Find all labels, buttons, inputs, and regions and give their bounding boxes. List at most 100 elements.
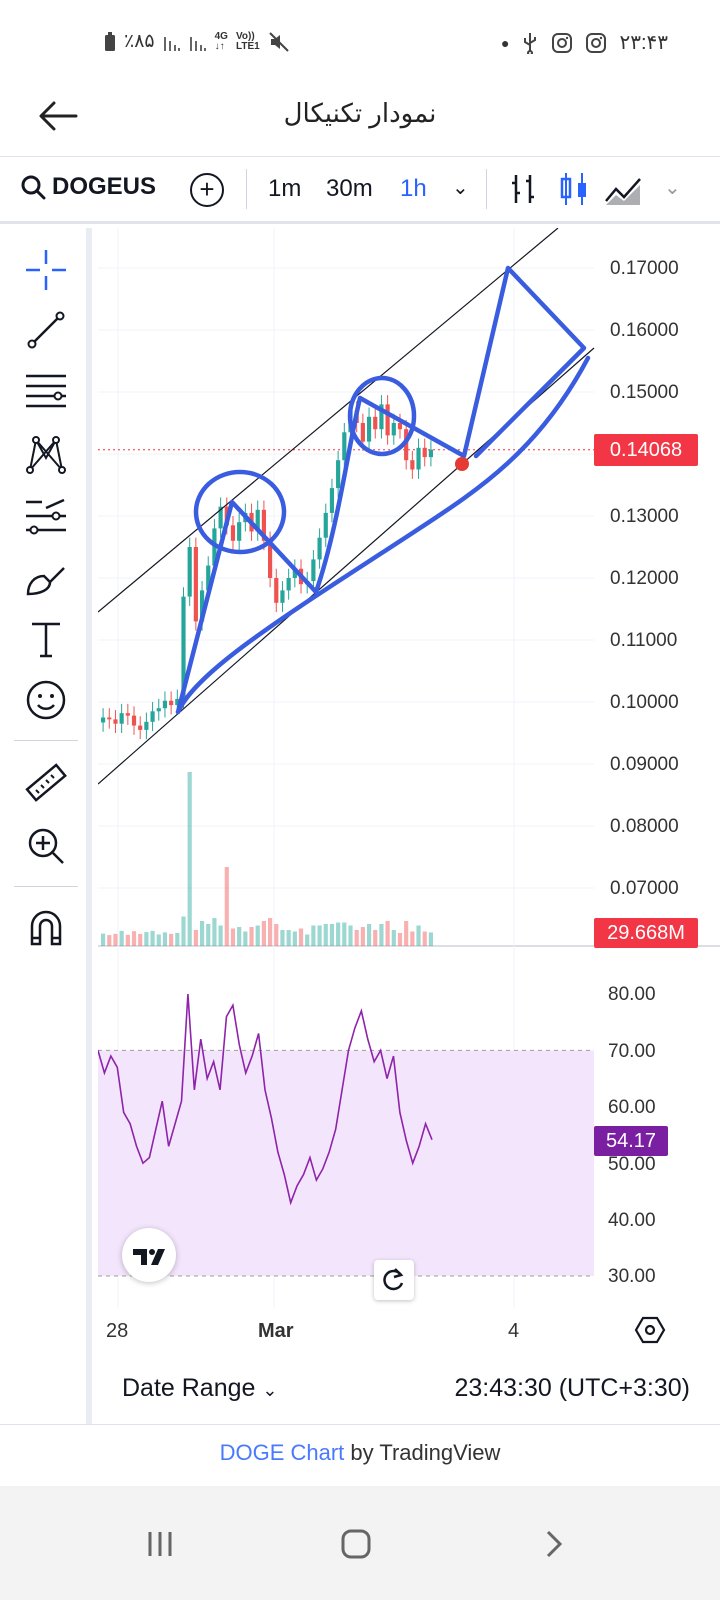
candle-body [138,725,143,730]
back-arrow-icon[interactable] [36,94,80,138]
candle-body [373,416,378,430]
prediction-measure-icon[interactable] [24,494,68,538]
candlesticks [101,395,433,740]
volume-bar [144,932,149,946]
drawn-circle-1 [193,469,287,555]
candle-body [119,713,124,724]
candle-body [113,719,118,724]
candle-body [336,460,341,489]
compare-add-button[interactable]: + [190,173,224,207]
status-bar: ٪۸۵ 4G ↓↑ Vo)) LTE1 ● ۲۳:۴۳ [0,0,720,80]
volume-bar [397,933,403,946]
chart-canvas[interactable] [98,228,720,1422]
volume-bar [348,925,353,946]
rsi-axis-label: 70.00 [608,1041,656,1062]
volume-bar [428,932,433,946]
recent-apps-icon[interactable] [140,1524,180,1564]
volume-bars [101,772,433,946]
rsi-axis-label: 80.00 [608,984,656,1005]
ruler-icon[interactable] [24,762,68,806]
doge-chart-link[interactable]: DOGE Chart [219,1440,345,1465]
pattern-xabcd-icon[interactable] [24,432,68,476]
volume-bar [280,930,285,946]
candle-body [162,700,168,709]
candle-body [280,590,285,603]
chart-type-dropdown-chevron-icon[interactable]: ⌄ [664,177,681,199]
tradingview-logo-icon [133,1249,165,1265]
crosshair-icon[interactable] [24,248,68,292]
volume-bar [268,918,273,946]
status-right: ● ۲۳:۴۳ [501,30,668,55]
volume-bar [193,930,198,946]
candle-body [156,708,161,712]
volume-bar [107,935,112,946]
volume-tag: 29.668M [594,918,698,948]
indicators-icon[interactable] [604,169,644,209]
candle-body [366,416,372,442]
candle-body [268,540,273,578]
mute-icon [268,31,289,52]
trend-line-icon[interactable] [24,308,68,352]
volume-bar [354,930,359,946]
date-range-button[interactable]: Date Range ⌄ [122,1374,277,1403]
volte-bottom: LTE1 [235,40,260,52]
interval-1h[interactable]: 1h [400,175,427,202]
reset-chart-button[interactable] [374,1260,414,1300]
symbol-name: DOGEUS [52,173,157,200]
app-bar: نمودار تکنیکال [0,80,720,152]
rsi-axis-label: 40.00 [608,1210,656,1231]
candle-body [131,715,137,726]
user-drawings [98,228,595,785]
text-tool-icon[interactable] [24,618,68,662]
bar-chart-type-icon[interactable] [504,169,544,209]
timezone-clock[interactable]: 23:43:30 (UTC+3:30) [454,1374,690,1402]
last-price-tag: 0.14068 [594,434,698,466]
volume-bar [156,934,161,946]
rsi-axis-label: 60.00 [608,1097,656,1118]
volume-bar [305,934,310,946]
fib-retracement-icon[interactable] [24,370,68,414]
candle-body [125,713,130,716]
volume-bar [336,922,341,946]
settings-hexagon-icon[interactable] [634,1314,666,1346]
date-range-label: Date Range [122,1374,256,1402]
zoom-in-icon[interactable] [24,824,68,868]
magnet-icon[interactable] [24,908,68,952]
volume-bar [199,921,205,946]
volume-bar [323,924,328,946]
volte-indicator: Vo)) LTE1 [235,31,260,52]
rsi-axis-label: 30.00 [608,1266,656,1287]
drawn-zigzag-path [175,265,587,715]
usb-icon [524,32,537,54]
volume-bar [422,931,427,946]
volume-bar [243,931,248,946]
brush-icon[interactable] [24,556,68,600]
tool-divider [14,740,78,741]
tradingview-logo[interactable] [122,1228,176,1282]
interval-dropdown-chevron-icon[interactable]: ⌄ [452,177,469,199]
interval-30m[interactable]: 30m [326,175,373,202]
volume-bar [206,924,211,946]
volume-bar [292,931,297,946]
interval-1m[interactable]: 1m [268,175,302,202]
volume-bar [175,933,180,946]
volume-bar [150,930,155,946]
attribution-footer: DOGE Chart by TradingView [0,1424,720,1482]
volume-bar [218,925,223,946]
time-axis-label: 28 [106,1320,129,1342]
volume-bar [138,933,143,946]
candle-body [286,578,291,591]
candle-body [323,512,328,538]
candle-body [391,423,396,436]
candle-body [255,509,260,532]
symbol-search-button[interactable]: DOGEUS [20,173,156,201]
back-nav-icon[interactable] [534,1524,574,1564]
chart-area[interactable]: 0.17000 0.16000 0.15000 0.13000 0.12000 … [98,228,720,1422]
volume-bar [274,924,279,946]
emoji-icon[interactable] [24,678,68,722]
candlestick-chart-type-icon[interactable] [554,169,594,209]
volume-bar [131,931,137,946]
volume-bar [212,918,217,946]
home-icon[interactable] [336,1524,376,1564]
battery-percent: ٪۸۵ [124,31,155,52]
